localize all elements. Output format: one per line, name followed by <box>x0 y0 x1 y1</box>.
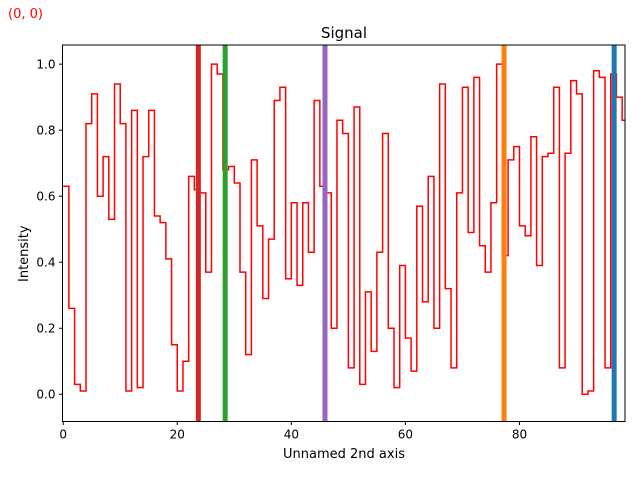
y-tick-label: 0.6 <box>36 189 55 203</box>
axes-spines <box>62 44 626 422</box>
y-axis-label: Intensity <box>17 225 32 282</box>
x-tick-label: 0 <box>59 428 67 442</box>
y-tick-label: 0.4 <box>36 255 55 269</box>
y-tick-label: 0.2 <box>36 321 55 335</box>
signal-step-line <box>63 63 625 396</box>
y-tick-label: 1.0 <box>36 57 55 71</box>
x-tick-label: 80 <box>512 428 527 442</box>
y-tick-label: 0.0 <box>36 387 55 401</box>
x-tick-label: 40 <box>284 428 299 442</box>
x-tick-label: 20 <box>170 428 185 442</box>
corner-annotation: (0, 0) <box>8 7 43 22</box>
y-tick-label: 0.8 <box>36 123 55 137</box>
x-axis-label: Unnamed 2nd axis <box>283 447 405 462</box>
x-tick-label: 60 <box>398 428 413 442</box>
chart-title: Signal <box>320 24 368 42</box>
